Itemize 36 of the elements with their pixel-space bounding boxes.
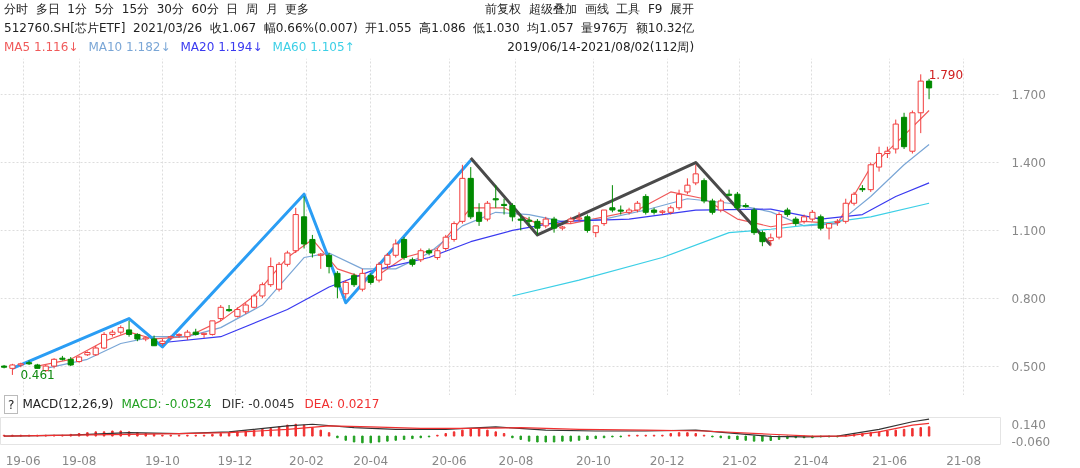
x-tick-label: 20-04 xyxy=(353,453,389,468)
y-tick-label: -0.060 xyxy=(1011,434,1051,449)
x-tick-label: 19-12 xyxy=(217,453,253,468)
x-tick-label: 19-06 xyxy=(5,453,41,468)
x-tick-label: 20-08 xyxy=(498,453,534,468)
text: MA20 1.194↓ xyxy=(180,40,263,54)
text: 2019/06/14-2021/08/02(112周) xyxy=(507,39,695,56)
y-tick-label: 1.100 xyxy=(1011,223,1046,238)
chart-title: MACD(12,26,9) xyxy=(22,396,114,413)
x-tick-label: 20-02 xyxy=(289,453,324,468)
series-label: MACD: -0.0524 xyxy=(121,396,212,413)
y-tick-label: 0.500 xyxy=(1011,359,1046,374)
x-tick-label: 19-08 xyxy=(61,453,97,468)
y-tick-label: 0.800 xyxy=(1011,291,1046,306)
x-tick-label: 21-06 xyxy=(872,453,908,468)
annotation: 1.790 xyxy=(928,67,964,82)
x-tick-label: 20-10 xyxy=(575,453,611,468)
series-label: DEA: 0.0217 xyxy=(304,396,380,413)
text: MA10 1.182↓ xyxy=(88,40,171,54)
text: 分时 多日 1分 5分 15分 30分 60分 日 周 月 更多 xyxy=(4,1,310,18)
x-tick-label: 21-08 xyxy=(946,453,982,468)
x-tick-label: 20-06 xyxy=(431,453,467,468)
text: MA5 1.116↓ xyxy=(4,40,79,54)
x-tick-label: 19-10 xyxy=(144,453,180,468)
y-tick-label: 0.140 xyxy=(1011,417,1046,432)
y-tick-label: 1.400 xyxy=(1011,156,1046,171)
x-tick-label: 20-12 xyxy=(649,453,685,468)
text: 前复权 超级叠加 画线 工具 F9 展开 xyxy=(485,1,695,18)
annotation: 0.461 xyxy=(20,368,55,383)
chart-title: 512760.SH[芯片ETF] 2021/03/26 收1.067 幅0.66%(0.007) 开1.055 高1.086 低1.030 均1.057 量976万 额10.32亿 xyxy=(4,21,695,35)
series-label: DIF: -0.0045 xyxy=(221,396,295,413)
text: MA60 1.105↑ xyxy=(272,40,355,54)
text: ? xyxy=(4,395,19,414)
x-tick-label: 21-02 xyxy=(722,453,758,468)
x-tick-label: 21-04 xyxy=(793,453,829,468)
y-tick-label: 1.700 xyxy=(1011,88,1046,103)
